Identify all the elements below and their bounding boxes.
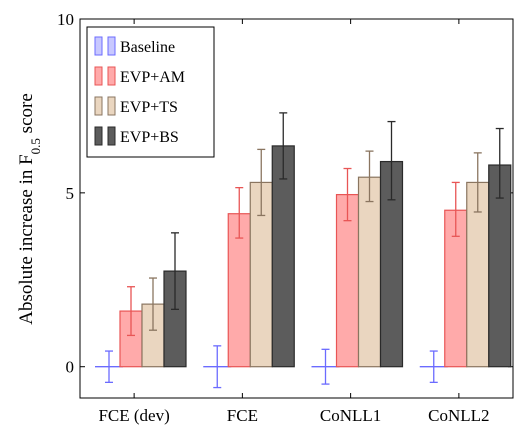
legend-swatch: [94, 126, 103, 146]
legend-swatch: [94, 36, 103, 56]
x-tick-label: CoNLL1: [320, 406, 381, 425]
plot-area: 0 5 10 FCE (dev) FCE CoNLL1 CoNLL2: [57, 10, 514, 425]
legend-label: EVP+AM: [120, 69, 185, 86]
legend-swatch: [94, 66, 103, 86]
y-tick-label: 5: [66, 184, 75, 203]
legend-swatch: [107, 126, 116, 146]
bar-evp-ts: [357, 176, 382, 368]
y-axis-label: Absolute increase in F0.5 score: [16, 93, 43, 325]
legend-swatch: [107, 66, 116, 86]
legend-label: Baseline: [120, 39, 175, 56]
x-tick-label: FCE: [227, 406, 258, 425]
y-axis-label-main: Absolute increase in F: [16, 154, 37, 324]
legend-swatch: [107, 96, 116, 116]
legend-swatch: [94, 96, 103, 116]
y-axis-label-suffix: score: [16, 93, 37, 138]
plot-frame: [79, 18, 514, 399]
y-axis-label-subscript: 0.5: [28, 138, 43, 154]
legend-swatch: [107, 36, 116, 56]
legend-label: EVP+TS: [120, 99, 178, 116]
y-tick-label: 10: [57, 10, 74, 29]
legend-label: EVP+BS: [120, 129, 179, 146]
x-tick-label: CoNLL2: [428, 406, 489, 425]
x-tick-label: FCE (dev): [98, 406, 169, 425]
legend: Baseline EVP+AM EVP+TS EVP+BS: [86, 26, 215, 158]
y-tick-label: 0: [66, 358, 75, 377]
